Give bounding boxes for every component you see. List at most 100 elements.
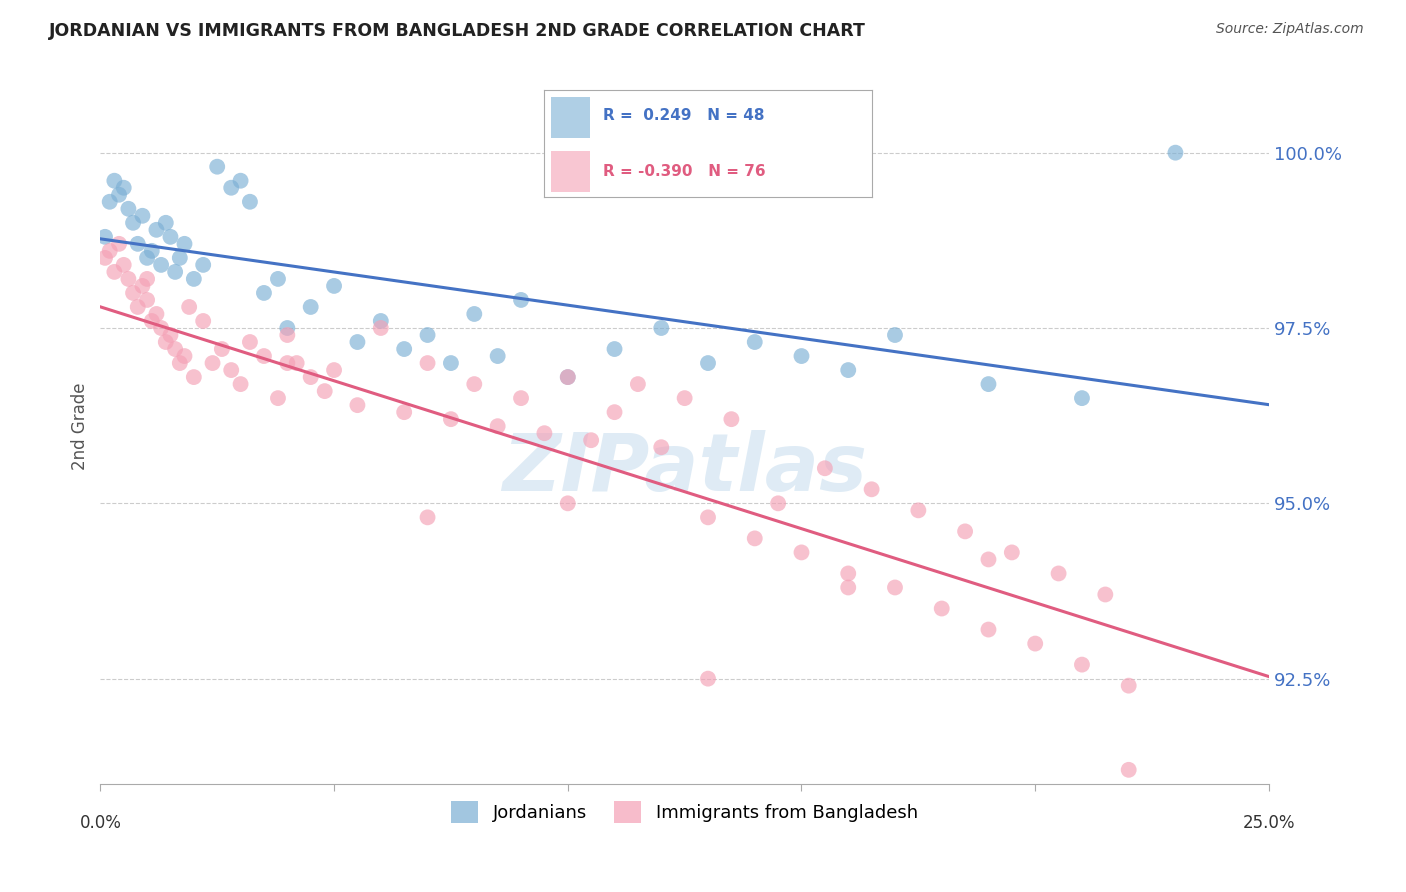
Point [136, 293, 159, 307]
Point [131, 209, 153, 223]
Point [169, 251, 191, 265]
Point [346, 398, 368, 412]
Point [183, 272, 205, 286]
Text: 0.0%: 0.0% [79, 814, 121, 832]
Point [145, 307, 167, 321]
Point [112, 180, 135, 194]
Point [744, 532, 766, 546]
Point [953, 524, 976, 539]
Point [557, 370, 579, 384]
Point [440, 356, 463, 370]
Point [276, 321, 298, 335]
Point [169, 356, 191, 370]
Point [884, 581, 907, 595]
Point [219, 180, 242, 194]
Point [1118, 763, 1140, 777]
Point [211, 342, 233, 356]
Point [557, 496, 579, 510]
Point [108, 187, 131, 202]
Point [977, 623, 1000, 637]
Point [239, 334, 262, 349]
Point [977, 377, 1000, 392]
Point [463, 307, 485, 321]
Point [323, 279, 346, 293]
Point [117, 202, 139, 216]
Point [193, 314, 215, 328]
Point [122, 216, 145, 230]
Point [201, 356, 224, 370]
Point [837, 581, 859, 595]
Point [145, 223, 167, 237]
Point [314, 384, 336, 398]
Point [299, 370, 322, 384]
Point [98, 194, 121, 209]
Y-axis label: 2nd Grade: 2nd Grade [72, 383, 89, 470]
Point [253, 349, 276, 363]
Point [103, 265, 125, 279]
Point [173, 236, 195, 251]
Point [392, 405, 415, 419]
Point [155, 334, 177, 349]
Text: Source: ZipAtlas.com: Source: ZipAtlas.com [1216, 22, 1364, 37]
Point [650, 440, 672, 454]
Point [193, 258, 215, 272]
Point [486, 419, 509, 434]
Point [131, 279, 153, 293]
Point [276, 328, 298, 343]
Point [790, 349, 813, 363]
Point [117, 272, 139, 286]
Point [1071, 391, 1094, 405]
Point [136, 272, 159, 286]
Point [673, 391, 696, 405]
Point [392, 342, 415, 356]
Point [122, 285, 145, 300]
Point [837, 363, 859, 377]
Legend: Jordanians, Immigrants from Bangladesh: Jordanians, Immigrants from Bangladesh [443, 792, 927, 832]
Point [1071, 657, 1094, 672]
Point [285, 356, 308, 370]
Point [141, 314, 163, 328]
Point [267, 272, 290, 286]
Point [697, 510, 720, 524]
Point [159, 230, 181, 244]
Point [907, 503, 929, 517]
Point [697, 356, 720, 370]
Point [1001, 545, 1024, 559]
Point [1094, 587, 1116, 601]
Point [1118, 679, 1140, 693]
Point [510, 293, 533, 307]
Point [165, 342, 187, 356]
Point [766, 496, 789, 510]
Point [697, 672, 720, 686]
Point [579, 434, 602, 448]
Point [253, 285, 276, 300]
Point [183, 370, 205, 384]
Point [159, 328, 181, 343]
Point [299, 300, 322, 314]
Point [94, 230, 117, 244]
Point [486, 349, 509, 363]
Point [1024, 637, 1046, 651]
Point [150, 321, 173, 335]
Point [463, 377, 485, 392]
Point [205, 160, 228, 174]
Point [150, 258, 173, 272]
Point [219, 363, 242, 377]
Point [267, 391, 290, 405]
Point [103, 174, 125, 188]
Point [557, 370, 579, 384]
Point [1164, 145, 1187, 160]
Point [814, 461, 837, 475]
Point [1047, 566, 1070, 581]
Point [229, 174, 252, 188]
Point [931, 601, 953, 615]
Point [112, 790, 135, 805]
Point [239, 194, 262, 209]
Point [229, 377, 252, 392]
Point [533, 426, 555, 441]
Point [127, 300, 149, 314]
Point [416, 356, 439, 370]
Point [627, 377, 650, 392]
Point [108, 236, 131, 251]
Point [94, 251, 117, 265]
